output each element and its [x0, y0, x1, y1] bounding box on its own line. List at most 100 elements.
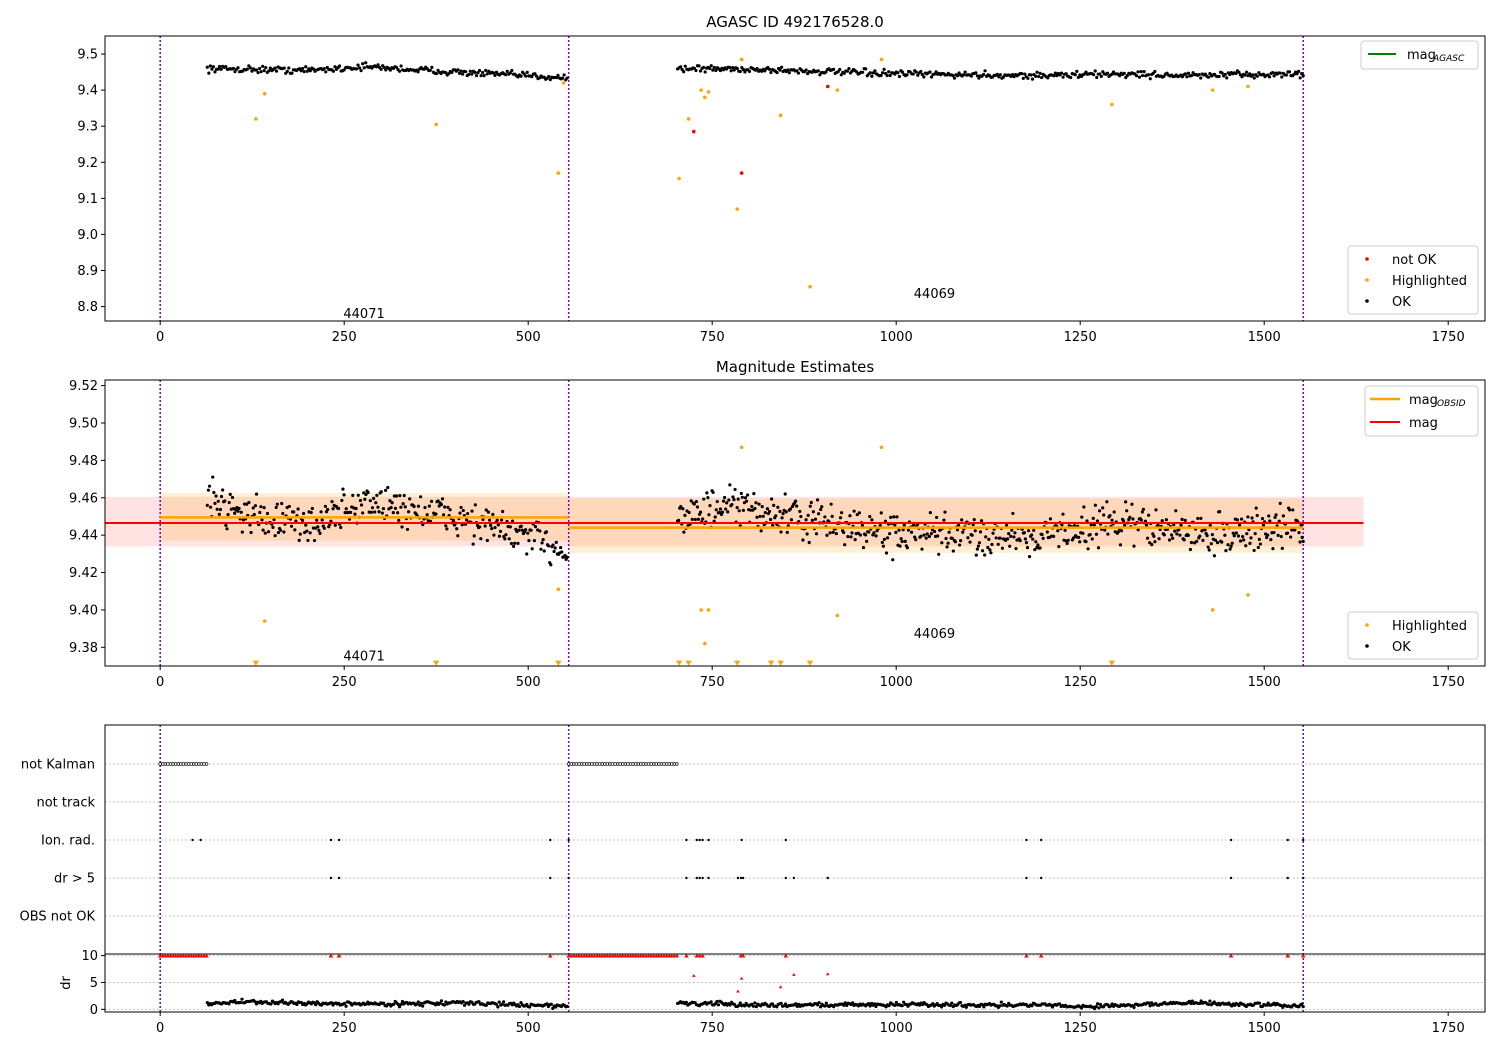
ok-point — [991, 531, 995, 535]
clipped-dr-marker — [547, 953, 553, 958]
ok-point — [444, 524, 448, 528]
ok-point — [1025, 545, 1030, 550]
ok-point — [364, 61, 368, 65]
ok-point — [747, 69, 752, 73]
ok-point — [513, 541, 517, 545]
ok-point — [245, 67, 249, 71]
ok-point — [880, 540, 884, 545]
ok-point — [950, 1001, 954, 1005]
ok-point — [758, 514, 762, 519]
highlighted-point — [262, 619, 267, 623]
ok-point — [556, 73, 560, 77]
ok-point — [1189, 1001, 1193, 1006]
ok-point — [1254, 506, 1258, 510]
ok-point — [1237, 70, 1241, 74]
ok-point — [1075, 69, 1079, 73]
ok-point — [738, 69, 742, 74]
ok-point — [1267, 514, 1271, 518]
ok-point — [1141, 507, 1146, 511]
ok-point — [956, 523, 961, 527]
ok-point — [1285, 531, 1290, 535]
ok-point — [306, 538, 310, 543]
flag-point — [1229, 838, 1233, 842]
ok-point — [344, 1004, 348, 1008]
ok-point — [394, 65, 399, 69]
ok-point — [951, 549, 955, 553]
x-tick-label: 1250 — [1064, 1021, 1097, 1036]
ok-point — [267, 69, 271, 73]
ok-point — [952, 76, 957, 80]
ok-point — [1271, 70, 1275, 75]
ok-point — [1032, 528, 1036, 532]
flag-point — [685, 876, 688, 880]
ok-point — [808, 504, 812, 508]
ok-point — [779, 1001, 783, 1005]
ok-point — [1224, 549, 1228, 553]
ok-point — [261, 64, 265, 68]
ok-point — [1246, 515, 1250, 519]
ok-point — [955, 74, 960, 78]
ok-point — [745, 493, 750, 497]
ok-point — [1183, 72, 1188, 76]
ok-point — [319, 510, 323, 514]
ok-point — [874, 1004, 878, 1009]
ok-point — [280, 501, 284, 506]
ok-point — [880, 71, 885, 75]
ok-point — [225, 527, 229, 531]
below-range-marker — [806, 660, 814, 666]
ok-point — [893, 72, 897, 76]
ok-point — [354, 506, 358, 511]
ok-point — [761, 514, 765, 518]
ok-point — [1085, 519, 1089, 523]
ok-point — [440, 497, 445, 501]
ok-point — [239, 510, 243, 514]
dr-outlier-marker — [792, 972, 796, 976]
ok-point — [399, 1002, 403, 1006]
ok-point — [403, 505, 407, 509]
ok-point — [692, 502, 696, 506]
ok-point — [1199, 999, 1203, 1003]
ok-point — [563, 553, 567, 558]
ok-point — [464, 70, 468, 74]
ok-point — [898, 544, 902, 548]
plot-area — [105, 380, 1364, 666]
ok-point — [728, 65, 732, 70]
ok-point — [1299, 523, 1303, 527]
ok-point — [870, 74, 874, 78]
ok-point — [998, 1004, 1002, 1008]
ok-point — [715, 499, 719, 504]
ok-point — [295, 1002, 299, 1007]
ok-point — [990, 542, 994, 547]
ok-point — [714, 508, 718, 512]
ok-point — [809, 500, 813, 505]
ok-point — [342, 493, 346, 497]
ok-point — [887, 1004, 891, 1008]
ok-point — [354, 67, 359, 71]
ok-point — [1213, 538, 1218, 542]
ok-point — [931, 1002, 935, 1006]
ok-point — [371, 496, 376, 500]
ok-point — [936, 534, 940, 538]
ok-point — [1223, 533, 1227, 537]
ok-point — [343, 1001, 347, 1005]
ok-point — [262, 69, 266, 73]
ok-point — [682, 70, 686, 74]
ok-point — [864, 67, 868, 71]
ok-point — [681, 507, 685, 511]
ok-point — [207, 71, 211, 75]
ok-point — [533, 525, 538, 529]
flag-point — [826, 876, 829, 880]
ok-point — [1253, 532, 1257, 536]
ok-point — [1237, 1003, 1241, 1008]
x-tick-label: 750 — [700, 1021, 725, 1036]
ok-point — [738, 1001, 742, 1005]
ok-point — [1157, 537, 1161, 541]
ok-point — [224, 523, 228, 527]
ok-point — [839, 511, 844, 515]
ok-point — [1260, 517, 1265, 521]
legend-label: Highlighted — [1392, 619, 1467, 634]
ok-point — [816, 69, 820, 73]
ok-point — [1090, 537, 1094, 541]
ok-point — [358, 498, 363, 503]
ok-point — [1091, 516, 1095, 520]
